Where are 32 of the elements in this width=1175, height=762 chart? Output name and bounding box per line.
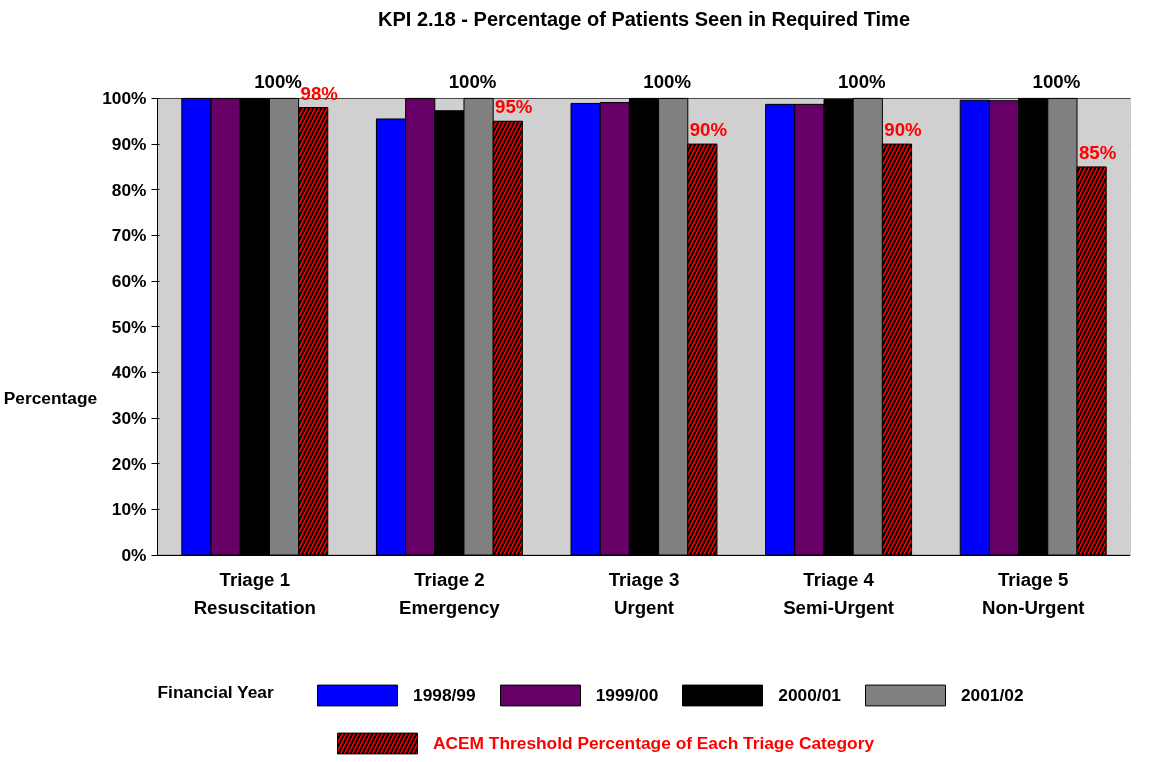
data-label: 90%	[884, 119, 923, 141]
legend-label: 2000/01	[778, 684, 841, 706]
y-tick-label: 0%	[121, 545, 147, 566]
x-tick-label: Triage 4 Semi-Urgent	[783, 569, 895, 619]
data-label: 100%	[1032, 71, 1081, 93]
data-label: 90%	[689, 119, 728, 141]
legend-label: ACEM Threshold Percentage of Each Triage Category	[433, 732, 875, 754]
x-tick-label: Triage 5 Non-Urgent	[981, 569, 1085, 619]
legend-title: Financial Year	[157, 682, 274, 703]
y-tick-label: 50%	[111, 316, 147, 337]
y-tick-label: 30%	[111, 408, 147, 429]
y-tick-label: 90%	[111, 134, 147, 155]
x-tick-label: Triage 2 Emergency	[399, 569, 501, 619]
y-tick-label: 100%	[102, 88, 147, 109]
data-label: 85%	[1078, 141, 1117, 163]
data-label: 100%	[837, 71, 887, 93]
y-tick-label: 20%	[111, 453, 147, 474]
data-label: 100%	[448, 71, 497, 93]
legend-label: 2001/02	[960, 684, 1024, 706]
y-tick-label: 60%	[111, 271, 147, 292]
y-axis-title: Percentage	[3, 387, 98, 408]
y-tick-label: 10%	[111, 499, 147, 520]
x-tick-label: Triage 3 Urgent	[608, 569, 680, 619]
x-tick-label: Triage 1 Resuscitation	[193, 569, 316, 619]
chart-title: KPI 2.18 - Percentage of Patients Seen in Required Time	[377, 7, 911, 30]
legend-label: 1999/00	[595, 684, 659, 706]
y-tick-label: 70%	[111, 225, 147, 246]
y-tick-label: 40%	[111, 362, 147, 383]
y-tick-label: 80%	[111, 179, 147, 200]
legend-label: 1998/99	[413, 684, 476, 706]
data-label: 95%	[495, 96, 533, 118]
data-label: 100%	[643, 71, 692, 93]
